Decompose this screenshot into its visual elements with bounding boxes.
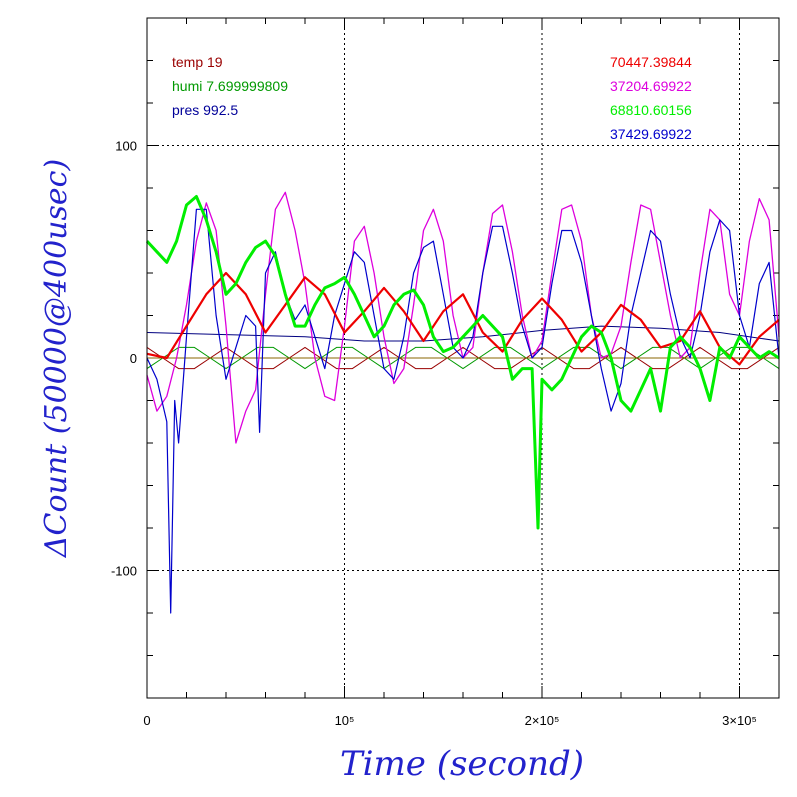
legend-value-1: 70447.39844 <box>610 54 692 70</box>
y-axis-title: ΔCount (50000@400usec) <box>39 159 74 558</box>
y-tick-label: -100 <box>111 564 137 579</box>
legend-value-4: 37429.69922 <box>610 126 692 142</box>
x-tick-label: 2×10⁵ <box>525 713 560 728</box>
y-tick-label: 0 <box>130 351 137 366</box>
legend-item-pres: pres 992.5 <box>172 102 238 118</box>
series-line-1 <box>146 271 780 366</box>
series-line-7 <box>146 346 780 370</box>
series-line-6 <box>146 346 780 370</box>
y-tick-label: 100 <box>115 139 137 154</box>
x-axis-title: Time (second) <box>340 744 584 784</box>
tick-labels: 0 10⁵ 2×10⁵ 3×10⁵ 100 0 -100 <box>111 139 757 729</box>
legend-value-3: 68810.60156 <box>610 102 692 118</box>
legend-item-temp: temp 19 <box>172 54 223 70</box>
x-tick-label: 10⁵ <box>335 713 355 728</box>
plot-frame <box>146 17 780 699</box>
series-line-2 <box>146 191 780 444</box>
x-tick-label: 0 <box>143 713 150 728</box>
legend-value-2: 37204.69922 <box>610 78 692 94</box>
series-line-5 <box>146 325 780 342</box>
series-lines <box>145 191 780 614</box>
x-tick-label: 3×10⁵ <box>722 713 757 728</box>
legend-item-humi: humi 7.699999809 <box>172 78 288 94</box>
series-line-3 <box>145 195 780 530</box>
series-line-4 <box>146 208 780 614</box>
